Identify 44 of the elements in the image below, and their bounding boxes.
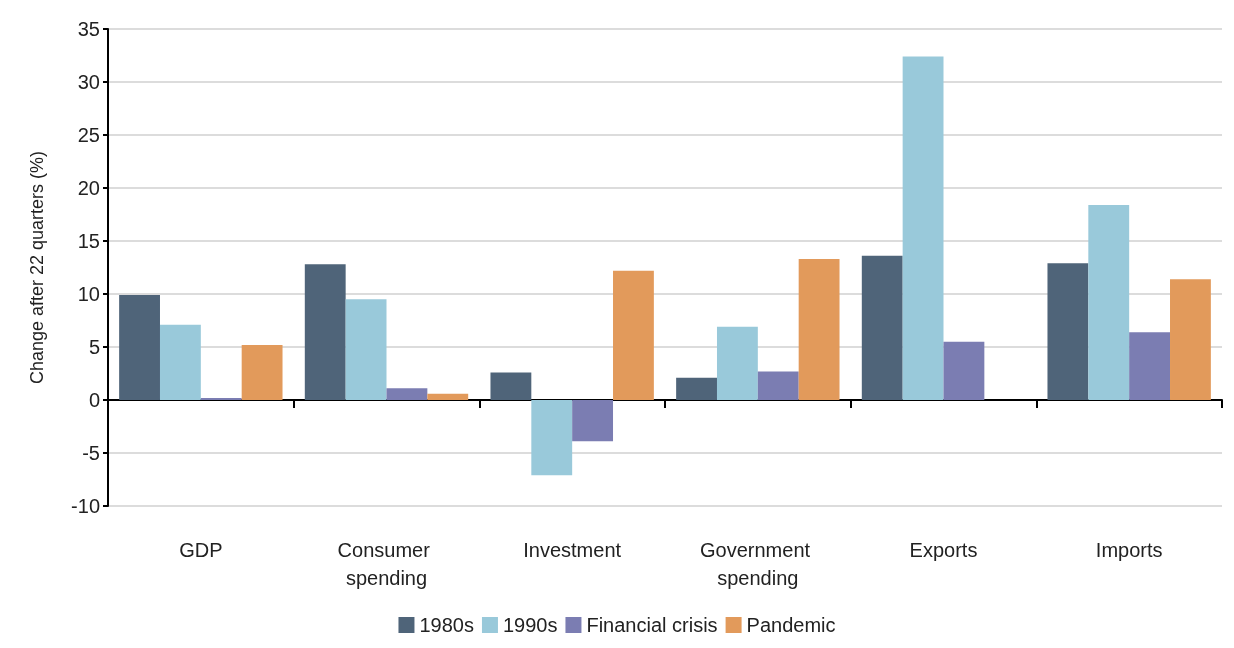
y-tick-label: 30 bbox=[77, 71, 100, 93]
y-axis-title: Change after 22 quarters (%) bbox=[27, 150, 47, 385]
legend-label: Pandemic bbox=[746, 614, 836, 636]
bar bbox=[1047, 263, 1089, 400]
bar bbox=[1129, 332, 1171, 400]
y-tick-label: 10 bbox=[77, 283, 100, 305]
y-tick-label: 35 bbox=[77, 18, 100, 40]
x-tick-label: GDP bbox=[179, 539, 223, 561]
bar bbox=[757, 371, 799, 400]
y-tick-label: 15 bbox=[77, 230, 100, 252]
bar bbox=[1088, 204, 1130, 400]
bar bbox=[676, 377, 717, 400]
x-tick-label: Investment bbox=[523, 539, 622, 561]
bar bbox=[304, 264, 346, 400]
bar bbox=[200, 397, 242, 400]
bar bbox=[119, 295, 160, 400]
x-tick-label: Imports bbox=[1095, 539, 1163, 561]
bar bbox=[386, 388, 428, 400]
legend-label: 1990s bbox=[502, 614, 558, 636]
bar bbox=[345, 299, 387, 400]
y-tick-label: 0 bbox=[88, 389, 100, 411]
bar bbox=[902, 56, 944, 400]
y-tick-label: 20 bbox=[77, 177, 100, 199]
x-tick-label: Exports bbox=[909, 539, 978, 561]
x-tick-label: Consumer spending bbox=[337, 539, 436, 589]
bar bbox=[1170, 279, 1211, 400]
bar bbox=[861, 255, 903, 400]
bar bbox=[490, 372, 532, 400]
bar bbox=[159, 324, 201, 400]
legend-label: Financial crisis bbox=[586, 614, 718, 636]
bar bbox=[572, 400, 614, 442]
y-tick-label: -5 bbox=[82, 442, 100, 464]
bar bbox=[798, 259, 840, 400]
x-tick-label: Government spending bbox=[700, 539, 816, 589]
bar bbox=[241, 344, 283, 400]
bar bbox=[613, 270, 654, 400]
bar bbox=[943, 341, 985, 400]
bar bbox=[531, 400, 573, 476]
bar bbox=[716, 326, 758, 400]
y-tick-label: 25 bbox=[77, 124, 100, 146]
y-tick-label: -10 bbox=[71, 495, 100, 517]
bar bbox=[427, 393, 469, 400]
y-tick-label: 5 bbox=[88, 336, 100, 358]
legend-label: 1980s bbox=[419, 614, 474, 636]
